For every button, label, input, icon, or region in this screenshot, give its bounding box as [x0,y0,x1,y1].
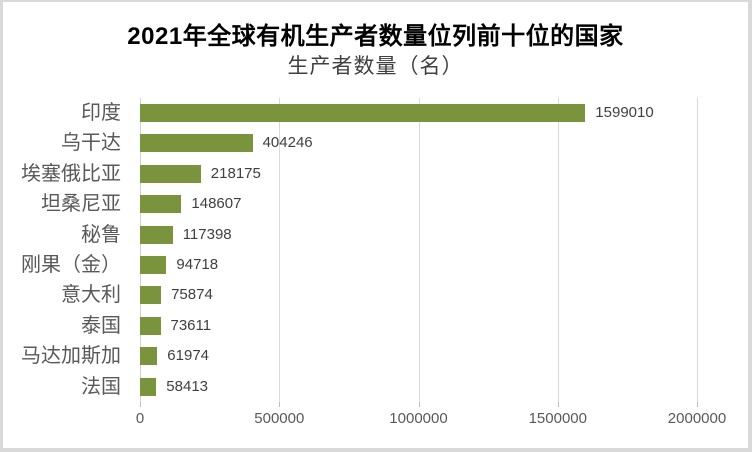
bar-row: 404246 [140,128,697,158]
category-axis: 印度乌干达埃塞俄比亚坦桑尼亚秘鲁刚果（金） 意大利泰国马达加斯加法国 [3,98,121,402]
axis-tick [279,402,281,407]
value-label: 75874 [171,286,213,304]
bar-row: 94718 [140,250,697,280]
category-label: 秘鲁 [81,223,121,246]
bar-2 [140,134,253,153]
bar-9 [140,347,158,366]
bar-row: 148607 [140,189,697,219]
bar-row: 73611 [140,311,697,341]
category-label: 意大利 [61,284,121,307]
value-label: 148607 [191,195,242,213]
chart-subtitle: 生产者数量（名） [287,55,464,78]
value-label: 1599010 [595,104,654,121]
value-label: 58413 [166,377,209,395]
bar-3 [140,164,201,183]
category-label: 法国 [81,375,121,398]
bar-1 [140,104,586,122]
bar-6 [140,256,167,274]
gridline [418,98,420,402]
x-tick-label: 2000000 [667,410,727,427]
gridline [279,98,281,402]
bar-row: 61974 [140,341,697,371]
x-tick-label: 1500000 [528,410,587,427]
axis-tick [697,402,698,407]
value-label: 404246 [262,134,313,152]
bar-7 [140,286,162,305]
category-label: 泰国 [81,314,121,337]
bar-row: 1599010 [140,98,697,128]
bar-row: 117398 [140,220,697,250]
axis-tick [418,402,420,407]
bar-5 [140,225,173,244]
category-label: 乌干达 [61,132,121,155]
value-label: 73611 [170,316,212,334]
chart-title: 2021年全球有机生产者数量位列前十位的国家 [127,23,624,50]
x-tick-label: 0 [135,410,145,427]
plot-area: 1599010 404246 218175 148607 117398 94718 7587… [140,98,698,402]
category-label: 印度 [81,102,121,124]
gridline [557,98,559,402]
axis-tick [140,402,141,407]
bar-row: 58413 [140,372,697,402]
bar-row: 218175 [140,159,697,189]
value-label: 117398 [182,225,232,243]
value-label: 94718 [176,256,219,273]
bar-4 [140,195,182,214]
bar-8 [140,316,161,335]
axis-tick [557,402,559,407]
bar-10 [140,377,157,396]
value-label: 61974 [167,347,210,365]
gridline [697,98,698,402]
category-label: 埃塞俄比亚 [21,162,121,185]
bar-row: 75874 [140,280,697,310]
value-label: 218175 [210,164,261,182]
x-tick-label: 1000000 [389,410,448,427]
x-tick-label: 500000 [254,410,305,427]
category-label: 坦桑尼亚 [41,193,121,216]
category-label: 马达加斯加 [21,345,121,368]
category-axis-line [140,98,141,402]
category-label: 刚果（金） [21,253,121,276]
